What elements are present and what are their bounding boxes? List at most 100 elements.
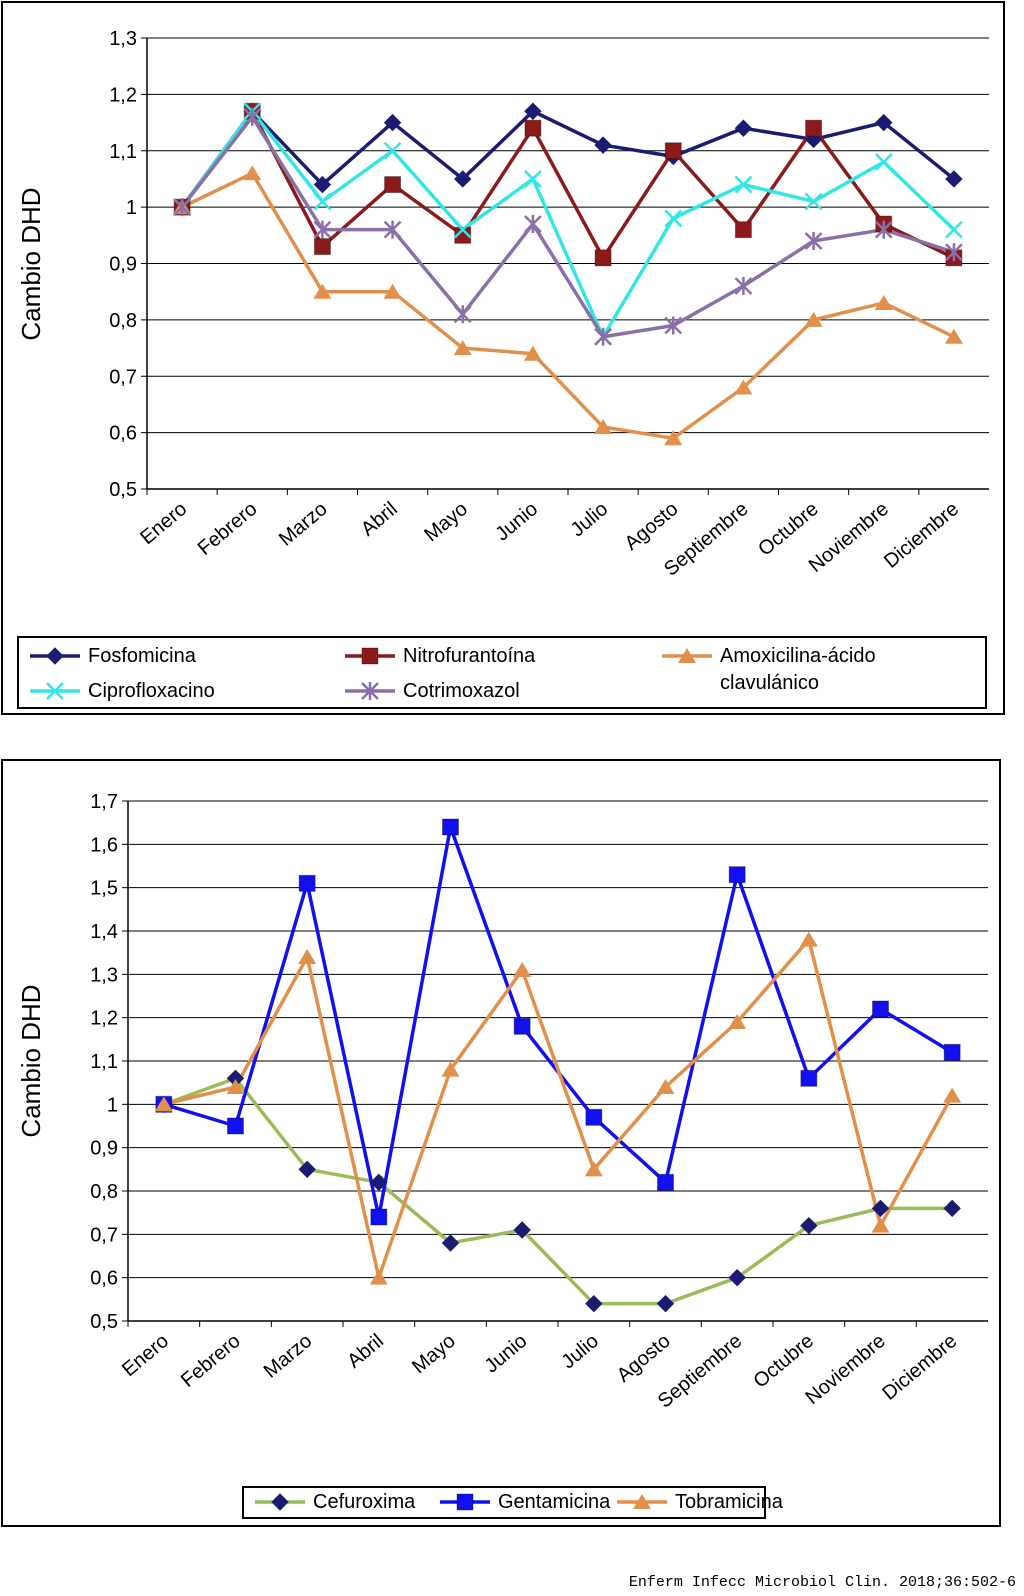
y-tick-label: 1,3 [90, 964, 118, 986]
data-point [800, 1069, 818, 1087]
legend-label: Tobramicina [675, 1491, 783, 1513]
data-point [594, 136, 612, 154]
data-point [453, 305, 472, 324]
data-point [871, 1199, 890, 1218]
series-line [163, 1076, 953, 1306]
data-point [664, 430, 683, 446]
legend-item: Fosfomicina [88, 645, 196, 667]
series-line [180, 108, 956, 341]
legend-label: Nitrofurantoína [403, 645, 536, 667]
data-point [298, 949, 317, 964]
x-tick-label: Julio [567, 498, 613, 541]
data-point [874, 220, 893, 239]
data-point [383, 141, 402, 160]
series-line [180, 113, 955, 339]
data-point [154, 1096, 173, 1112]
x-tick-label: Agosto [613, 1330, 675, 1387]
y-tick-label: 1 [126, 197, 137, 219]
data-point [524, 102, 542, 120]
y-tick-label: 1,1 [109, 141, 137, 163]
data-point [298, 1160, 316, 1179]
data-point [945, 243, 963, 262]
legend-marker [46, 647, 64, 665]
legend-item: Ciprofloxacino [88, 680, 215, 702]
data-point [804, 231, 823, 250]
legend-marker [46, 682, 64, 700]
data-point [227, 1117, 244, 1135]
x-tick-label: Enero [136, 498, 191, 549]
data-point [369, 1269, 388, 1285]
data-point [664, 142, 682, 160]
chart-frame [1, 1, 1005, 715]
data-point [945, 170, 963, 188]
data-point [944, 328, 963, 344]
y-axis-label: Cambio DHD [16, 984, 46, 1137]
x-tick-label: Junio [481, 1330, 532, 1378]
y-tick-label: 1,2 [109, 84, 137, 106]
x-tick-label: Diciembre [880, 498, 963, 573]
series-line [181, 171, 955, 441]
legend-marker [456, 1493, 474, 1511]
y-tick-label: 0,9 [90, 1138, 118, 1160]
series-line [163, 935, 954, 1285]
legend-item: Cefuroxima [313, 1491, 415, 1513]
y-tick-label: 1,2 [90, 1008, 118, 1030]
y-tick-label: 0,7 [109, 366, 137, 388]
x-tick-label: Marzo [275, 498, 332, 551]
data-point [945, 220, 963, 239]
series-line [180, 108, 956, 209]
data-point [734, 277, 753, 296]
data-point [383, 113, 402, 132]
data-point [728, 1014, 747, 1029]
x-tick-label: Octubre [749, 1330, 818, 1393]
x-tick-label: Agosto [621, 498, 683, 555]
legend-item: Nitrofurantoína [403, 645, 536, 667]
data-point [454, 226, 472, 244]
data-point [370, 1208, 388, 1226]
data-point [453, 340, 472, 356]
series-line [163, 820, 954, 1218]
legend-item: Amoxicilina-ácido clavulánico [720, 645, 876, 694]
y-axis-label: Cambio DHD [16, 187, 46, 340]
data-point [383, 220, 402, 239]
y-tick-label: 1 [107, 1094, 118, 1116]
data-point [805, 119, 823, 137]
legend-label: Cotrimoxazol [403, 680, 520, 702]
y-tick-label: 0,8 [109, 310, 137, 332]
data-point [298, 874, 316, 892]
data-point [943, 1043, 961, 1061]
data-point [513, 1017, 531, 1035]
data-point [734, 379, 753, 395]
data-point [442, 818, 459, 836]
legend-label: Fosfomicina [88, 645, 196, 667]
x-tick-label: Abril [343, 1330, 388, 1373]
legend-marker [361, 682, 379, 700]
data-point [243, 107, 262, 126]
data-point [523, 345, 542, 361]
data-point [594, 249, 612, 267]
data-point [585, 1294, 603, 1313]
footer: Enferm Infecc Microbiol Clin. 2018;36:50… [629, 1574, 1016, 1591]
data-point [173, 198, 191, 217]
data-point [441, 1061, 460, 1077]
data-point [656, 1079, 675, 1094]
data-point [594, 327, 612, 346]
data-point [313, 220, 332, 239]
data-point [454, 170, 472, 188]
y-tick-label: 0,6 [109, 423, 137, 445]
y-tick-label: 1,1 [90, 1051, 118, 1073]
data-point [453, 220, 472, 239]
data-point [799, 931, 818, 947]
legend-marker [633, 1494, 651, 1509]
data-point [313, 175, 332, 194]
data-point [313, 238, 331, 256]
x-tick-label: Febrero [177, 1330, 245, 1392]
data-point [800, 1216, 818, 1235]
data-point [441, 1234, 460, 1252]
x-tick-label: Mayo [420, 498, 472, 546]
x-tick-label: Julio [557, 1330, 603, 1373]
y-tick-label: 0,5 [109, 479, 137, 501]
data-point [524, 119, 542, 137]
data-point [313, 192, 332, 211]
